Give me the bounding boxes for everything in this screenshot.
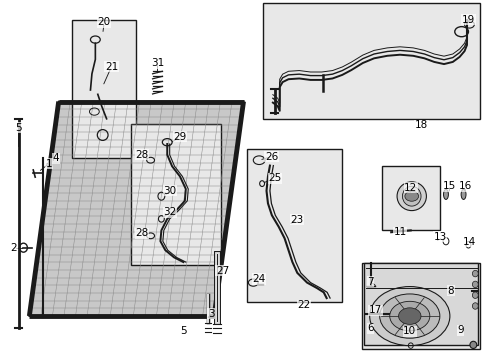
Text: 1: 1 — [45, 159, 52, 169]
Text: 25: 25 — [267, 173, 281, 183]
Ellipse shape — [471, 292, 477, 298]
Ellipse shape — [396, 182, 426, 211]
Circle shape — [379, 294, 439, 338]
Ellipse shape — [471, 270, 477, 277]
Text: 27: 27 — [215, 266, 229, 276]
Text: 20: 20 — [98, 17, 110, 27]
Text: 30: 30 — [163, 186, 176, 196]
Text: 14: 14 — [462, 237, 475, 247]
Ellipse shape — [402, 186, 420, 206]
Ellipse shape — [471, 303, 477, 309]
Text: 11: 11 — [392, 227, 406, 237]
Text: 7: 7 — [366, 276, 373, 287]
Text: 28: 28 — [135, 228, 148, 238]
Bar — [263, 3, 479, 119]
Bar — [72, 20, 136, 158]
Bar — [361, 263, 479, 349]
Bar — [131, 124, 221, 265]
Text: 3: 3 — [207, 309, 214, 319]
Text: 17: 17 — [368, 305, 382, 315]
Ellipse shape — [471, 281, 477, 288]
Text: 21: 21 — [104, 62, 118, 72]
Ellipse shape — [460, 189, 465, 199]
Text: 5: 5 — [15, 123, 22, 133]
Text: 32: 32 — [163, 207, 177, 217]
Text: 10: 10 — [403, 326, 415, 336]
Polygon shape — [29, 102, 243, 316]
Text: 18: 18 — [414, 120, 427, 130]
Text: 12: 12 — [403, 183, 417, 193]
Ellipse shape — [469, 341, 476, 348]
Text: 23: 23 — [290, 215, 304, 225]
Text: 13: 13 — [432, 232, 446, 242]
Text: 5: 5 — [180, 326, 186, 336]
Bar — [246, 149, 342, 302]
Text: 19: 19 — [461, 15, 474, 25]
Circle shape — [389, 301, 429, 331]
Text: 16: 16 — [458, 181, 471, 192]
Bar — [382, 166, 439, 230]
Text: 2: 2 — [10, 243, 17, 253]
Text: 22: 22 — [297, 300, 310, 310]
Text: 31: 31 — [150, 58, 164, 68]
Text: 4: 4 — [53, 153, 60, 163]
Bar — [364, 263, 477, 345]
Text: 6: 6 — [366, 323, 373, 333]
Text: 26: 26 — [264, 152, 278, 162]
Circle shape — [404, 191, 418, 201]
Text: 28: 28 — [135, 150, 148, 160]
Circle shape — [398, 308, 420, 324]
Text: 24: 24 — [252, 274, 265, 284]
Text: 8: 8 — [447, 286, 453, 296]
Text: 29: 29 — [173, 132, 186, 142]
Text: 15: 15 — [442, 181, 456, 192]
Circle shape — [369, 287, 449, 346]
Ellipse shape — [443, 189, 447, 199]
Text: 9: 9 — [456, 325, 463, 336]
